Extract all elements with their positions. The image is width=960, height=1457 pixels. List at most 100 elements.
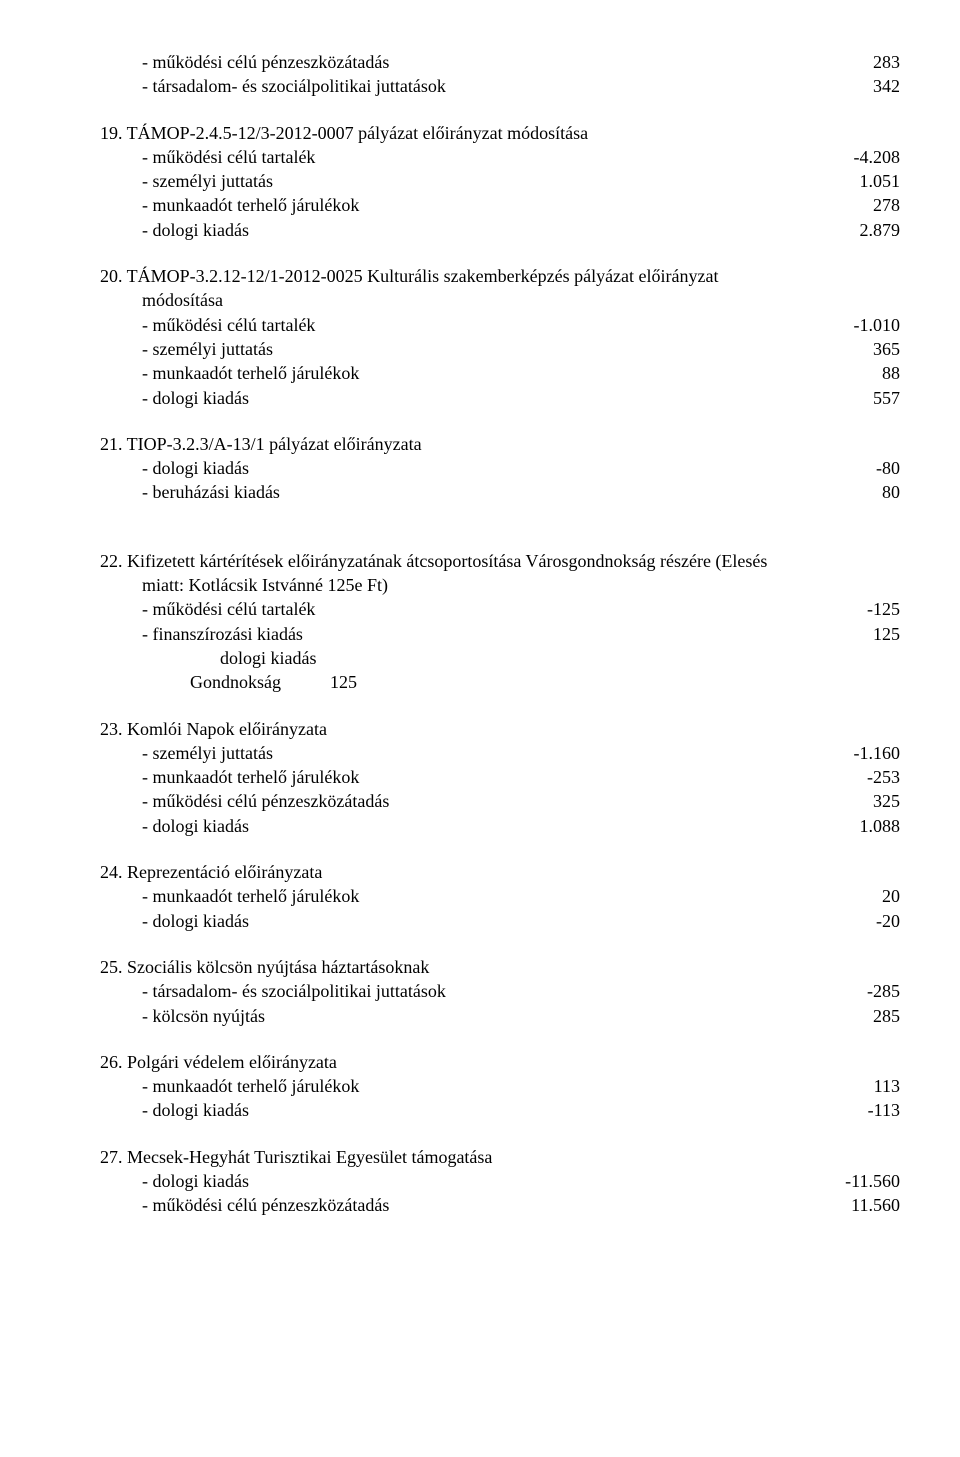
line-value: 20 (820, 884, 900, 908)
line-value: 365 (820, 337, 900, 361)
line-label: - személyi juttatás (142, 337, 820, 361)
line-item: - dologi kiadás -80 (100, 456, 900, 480)
line-item: - működési célú tartalék -1.010 (100, 313, 900, 337)
section-heading-line1: 22. Kifizetett kártérítések előirányzatá… (100, 549, 900, 573)
line-value: 557 (820, 386, 900, 410)
section-heading-line1: 20. TÁMOP-3.2.12-12/1-2012-0025 Kulturál… (100, 264, 900, 288)
line-value: 113 (820, 1074, 900, 1098)
line-value: -11.560 (820, 1169, 900, 1193)
section-24: 24. Reprezentáció előirányzata - munkaad… (100, 860, 900, 933)
line-value: 342 (820, 74, 900, 98)
line-value: 125 (820, 622, 900, 646)
line-value: -125 (820, 597, 900, 621)
section-27: 27. Mecsek-Hegyhát Turisztikai Egyesület… (100, 1145, 900, 1218)
line-label: - dologi kiadás (142, 909, 820, 933)
line-label: - dologi kiadás (142, 218, 820, 242)
line-label: - társadalom- és szociálpolitikai juttat… (142, 979, 820, 1003)
section-heading: 21. TIOP-3.2.3/A-13/1 pályázat előirányz… (100, 432, 900, 456)
line-item: - dologi kiadás -113 (100, 1098, 900, 1122)
line-label: - társadalom- és szociálpolitikai juttat… (142, 74, 820, 98)
section-heading-line2: miatt: Kotlácsik Istvánné 125e Ft) (100, 573, 900, 597)
section-26: 26. Polgári védelem előirányzata - munka… (100, 1050, 900, 1123)
line-item: - kölcsön nyújtás 285 (100, 1004, 900, 1028)
sub-line: dologi kiadás (100, 646, 900, 670)
line-item: - dologi kiadás -20 (100, 909, 900, 933)
line-item: - dologi kiadás -11.560 (100, 1169, 900, 1193)
line-value: 325 (820, 789, 900, 813)
line-item: - személyi juttatás 1.051 (100, 169, 900, 193)
line-value: 1.088 (820, 814, 900, 838)
line-item: - társadalom- és szociálpolitikai juttat… (100, 979, 900, 1003)
section-20: 20. TÁMOP-3.2.12-12/1-2012-0025 Kulturál… (100, 264, 900, 410)
line-label: - működési célú tartalék (142, 313, 820, 337)
block-continuation: - működési célú pénzeszközátadás 283 - t… (100, 50, 900, 99)
line-item: - finanszírozási kiadás 125 (100, 622, 900, 646)
sub-line: Gondnokság 125 (100, 670, 900, 694)
section-25: 25. Szociális kölcsön nyújtása háztartás… (100, 955, 900, 1028)
section-23: 23. Komlói Napok előirányzata - személyi… (100, 717, 900, 838)
line-item: - működési célú pénzeszközátadás 283 (100, 50, 900, 74)
line-item: - személyi juttatás -1.160 (100, 741, 900, 765)
line-value: -253 (820, 765, 900, 789)
section-21: 21. TIOP-3.2.3/A-13/1 pályázat előirányz… (100, 432, 900, 505)
line-item: - dologi kiadás 2.879 (100, 218, 900, 242)
line-label: - személyi juttatás (142, 741, 820, 765)
line-label: - munkaadót terhelő járulékok (142, 1074, 820, 1098)
line-label: - dologi kiadás (142, 456, 820, 480)
line-item: - beruházási kiadás 80 (100, 480, 900, 504)
line-label: - dologi kiadás (142, 1098, 820, 1122)
line-value: 11.560 (820, 1193, 900, 1217)
section-heading: 24. Reprezentáció előirányzata (100, 860, 900, 884)
line-label: - dologi kiadás (142, 386, 820, 410)
line-label: - működési célú pénzeszközátadás (142, 789, 820, 813)
line-label: - működési célú tartalék (142, 145, 820, 169)
section-heading: 27. Mecsek-Hegyhát Turisztikai Egyesület… (100, 1145, 900, 1169)
line-item: - munkaadót terhelő járulékok 113 (100, 1074, 900, 1098)
line-value: -113 (820, 1098, 900, 1122)
line-item: - munkaadót terhelő járulékok -253 (100, 765, 900, 789)
line-item: - működési célú pénzeszközátadás 11.560 (100, 1193, 900, 1217)
sub-label: Gondnokság (190, 672, 281, 692)
line-item: - dologi kiadás 557 (100, 386, 900, 410)
line-value: 88 (820, 361, 900, 385)
section-22: 22. Kifizetett kártérítések előirányzatá… (100, 549, 900, 695)
line-value: 285 (820, 1004, 900, 1028)
line-value: 278 (820, 193, 900, 217)
line-label: - kölcsön nyújtás (142, 1004, 820, 1028)
section-heading: 25. Szociális kölcsön nyújtása háztartás… (100, 955, 900, 979)
section-heading-line2: módosítása (100, 288, 900, 312)
line-item: - dologi kiadás 1.088 (100, 814, 900, 838)
line-label: - dologi kiadás (142, 814, 820, 838)
line-label: - működési célú pénzeszközátadás (142, 1193, 820, 1217)
section-heading: 23. Komlói Napok előirányzata (100, 717, 900, 741)
line-item: - társadalom- és szociálpolitikai juttat… (100, 74, 900, 98)
line-item: - működési célú tartalék -125 (100, 597, 900, 621)
line-item: - személyi juttatás 365 (100, 337, 900, 361)
line-item: - munkaadót terhelő járulékok 20 (100, 884, 900, 908)
line-label: - finanszírozási kiadás (142, 622, 820, 646)
line-label: - munkaadót terhelő járulékok (142, 193, 820, 217)
line-label: - munkaadót terhelő járulékok (142, 884, 820, 908)
line-value: -1.010 (820, 313, 900, 337)
line-label: - személyi juttatás (142, 169, 820, 193)
line-value: -80 (820, 456, 900, 480)
section-19: 19. TÁMOP-2.4.5-12/3-2012-0007 pályázat … (100, 121, 900, 242)
line-label: - működési célú pénzeszközátadás (142, 50, 820, 74)
line-item: - működési célú tartalék -4.208 (100, 145, 900, 169)
line-value: -285 (820, 979, 900, 1003)
line-value: 1.051 (820, 169, 900, 193)
line-label: - munkaadót terhelő járulékok (142, 361, 820, 385)
line-item: - munkaadót terhelő járulékok 278 (100, 193, 900, 217)
line-label: - dologi kiadás (142, 1169, 820, 1193)
line-item: - működési célú pénzeszközátadás 325 (100, 789, 900, 813)
line-label: - beruházási kiadás (142, 480, 820, 504)
line-value: 2.879 (820, 218, 900, 242)
line-item: - munkaadót terhelő járulékok 88 (100, 361, 900, 385)
line-label: - munkaadót terhelő járulékok (142, 765, 820, 789)
line-value: -20 (820, 909, 900, 933)
line-label: - működési célú tartalék (142, 597, 820, 621)
line-value: -4.208 (820, 145, 900, 169)
sub-value: 125 (330, 672, 357, 692)
section-heading: 19. TÁMOP-2.4.5-12/3-2012-0007 pályázat … (100, 121, 900, 145)
section-heading: 26. Polgári védelem előirányzata (100, 1050, 900, 1074)
